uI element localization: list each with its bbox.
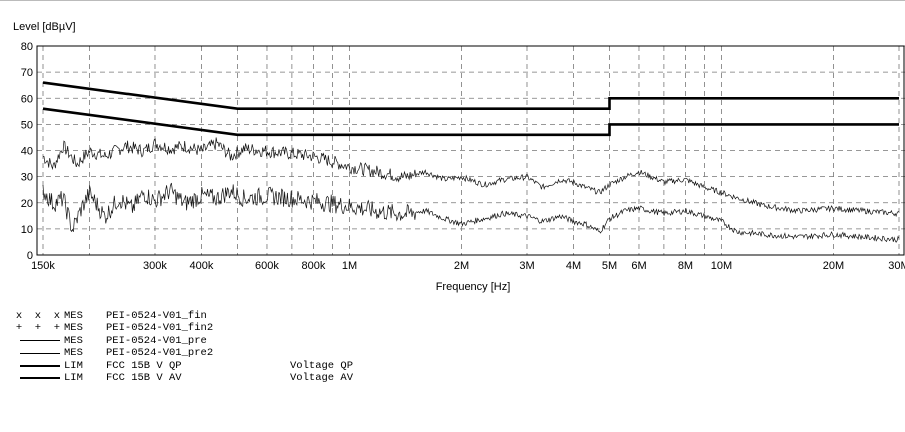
x-tick-label: 2M bbox=[454, 260, 469, 272]
x-tick-label: 300k bbox=[143, 260, 167, 272]
x-axis-label: Frequency [Hz] bbox=[436, 281, 511, 293]
legend-description: Voltage AV bbox=[290, 371, 354, 384]
x-tick-label: 3M bbox=[519, 260, 534, 272]
legend-line-sample bbox=[20, 352, 60, 354]
x-tick-label: 5M bbox=[602, 260, 617, 272]
x-tick-label: 8M bbox=[678, 260, 693, 272]
x-tick-label: 400k bbox=[190, 260, 214, 272]
emission-chart: Level [dBµV] Frequency [Hz] 0 10 20 30 40 50 6… bbox=[13, 21, 905, 293]
legend-name: PEI-0524-V01_fin bbox=[106, 310, 207, 322]
top-border bbox=[0, 0, 905, 1]
x-tick-label: 600k bbox=[255, 260, 279, 272]
legend-line-sample bbox=[20, 377, 60, 380]
y-tick-label: 0 bbox=[27, 250, 33, 262]
x-tick-label: 1M bbox=[342, 260, 357, 272]
legend-entry: + + + MES PEI-0524-V01_fin2 bbox=[6, 322, 353, 334]
legend-entry: MES PEI-0524-V01_pre2 bbox=[6, 347, 353, 359]
legend-name: PEI-0524-V01_pre2 bbox=[106, 347, 214, 360]
x-tick-label: 4M bbox=[566, 260, 581, 272]
legend-type: MES bbox=[64, 334, 83, 347]
legend-marker: x x x bbox=[15, 310, 60, 322]
legend-entry: LIM FCC 15B V AV Voltage AV bbox=[6, 372, 353, 384]
x-tick-label: 800k bbox=[302, 260, 326, 272]
limit-line-FCC 15B V AV bbox=[42, 107, 899, 137]
y-tick-label: 80 bbox=[21, 41, 33, 53]
plot-frame bbox=[36, 45, 905, 256]
x-tick-label: 30M bbox=[888, 260, 905, 272]
y-tick-label: 20 bbox=[21, 198, 33, 210]
series-line-PEI-0524-V01_pre bbox=[43, 137, 900, 218]
legend-type: LIM bbox=[64, 359, 83, 372]
y-tick-label: 30 bbox=[21, 172, 33, 184]
limit-line-FCC 15B V QP bbox=[42, 81, 899, 110]
legend-type: LIM bbox=[64, 371, 83, 384]
x-tick-label: 6M bbox=[631, 260, 646, 272]
legend-entry: x x x MES PEI-0524-V01_fin bbox=[6, 310, 353, 322]
legend-type: MES bbox=[64, 347, 83, 360]
legend-type: MES bbox=[64, 310, 83, 322]
legend-line-sample bbox=[20, 340, 60, 342]
legend: x x x MES PEI-0524-V01_fin + + + MES PEI-0524… bbox=[6, 310, 353, 384]
legend-marker: + + + bbox=[15, 322, 60, 335]
legend-line-sample bbox=[20, 364, 60, 367]
legend-name: FCC 15B V QP bbox=[106, 359, 182, 372]
y-tick-label: 10 bbox=[21, 224, 33, 236]
y-axis-label: Level [dBµV] bbox=[13, 21, 76, 33]
legend-name: PEI-0524-V01_pre bbox=[106, 334, 207, 347]
y-tick-label: 70 bbox=[21, 67, 33, 79]
legend-entry: MES PEI-0524-V01_pre bbox=[6, 335, 353, 347]
series-line-PEI-0524-V01_pre2 bbox=[42, 182, 900, 243]
y-tick-label: 60 bbox=[21, 93, 33, 105]
legend-entry: LIM FCC 15B V QP Voltage QP bbox=[6, 360, 353, 372]
legend-description: Voltage QP bbox=[290, 359, 354, 372]
y-tick-label: 40 bbox=[21, 146, 33, 158]
x-tick-label: 150k bbox=[31, 260, 55, 272]
legend-name: FCC 15B V AV bbox=[106, 371, 182, 384]
y-tick-label: 50 bbox=[21, 119, 33, 131]
legend-name: PEI-0524-V01_fin2 bbox=[106, 322, 214, 335]
x-tick-label: 10M bbox=[711, 260, 732, 272]
x-tick-label: 20M bbox=[823, 260, 844, 272]
legend-type: MES bbox=[64, 322, 83, 335]
